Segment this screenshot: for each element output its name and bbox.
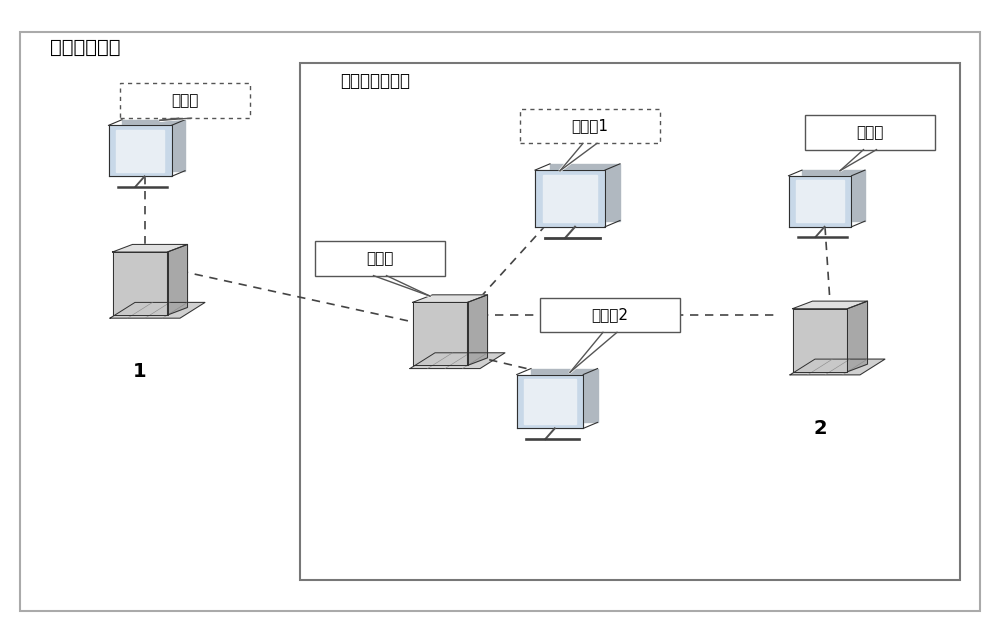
FancyBboxPatch shape [20,32,980,611]
Polygon shape [468,295,488,365]
FancyBboxPatch shape [315,241,445,276]
Polygon shape [792,309,847,372]
Text: 虚拟机2: 虚拟机2 [592,307,629,323]
Polygon shape [792,301,867,309]
Polygon shape [847,301,867,372]
FancyBboxPatch shape [300,63,960,580]
Polygon shape [550,164,620,220]
FancyBboxPatch shape [520,108,660,143]
Polygon shape [796,180,844,222]
Polygon shape [113,244,188,252]
Polygon shape [109,125,172,176]
Text: 源主机: 源主机 [366,251,394,266]
FancyBboxPatch shape [120,84,250,118]
Text: 云计算管理平台: 云计算管理平台 [340,72,410,91]
Text: 虚拟机: 虚拟机 [856,125,884,140]
Polygon shape [531,369,598,422]
FancyBboxPatch shape [540,298,680,333]
Polygon shape [113,252,168,315]
Polygon shape [413,295,488,302]
Polygon shape [543,175,597,222]
Polygon shape [413,302,468,365]
Polygon shape [524,379,576,423]
Polygon shape [110,302,205,318]
Polygon shape [116,130,164,172]
Polygon shape [517,374,583,428]
Polygon shape [790,359,885,375]
Text: 虚拟机: 虚拟机 [171,93,199,108]
FancyBboxPatch shape [805,115,935,149]
Polygon shape [535,170,605,227]
Polygon shape [122,120,185,171]
Polygon shape [802,170,865,221]
Polygon shape [788,176,851,227]
Polygon shape [410,353,505,369]
Text: 虚拟机1: 虚拟机1 [572,118,608,134]
Text: 2: 2 [813,419,827,438]
Text: 1: 1 [133,362,147,381]
Polygon shape [168,244,188,315]
Text: 云计算资源池: 云计算资源池 [50,38,120,57]
